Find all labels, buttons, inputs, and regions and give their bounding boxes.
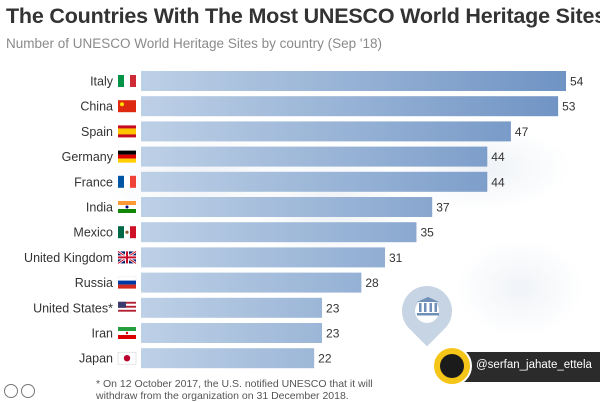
value-label: 23 [326,327,340,341]
bar [141,71,566,91]
category-label: Japan [79,352,113,366]
china-flag-icon [118,100,136,113]
russia-flag-icon [117,276,137,289]
value-label: 22 [318,352,332,366]
bar [141,222,417,243]
value-label: 44 [491,150,505,164]
chart-title: The Countries With The Most UNESCO World… [6,4,600,28]
category-label: Spain [81,125,113,139]
bar [141,323,323,343]
cc-by-icon [21,384,35,398]
category-label: France [74,175,113,189]
germany-flag-icon [118,150,136,163]
value-label: 53 [562,100,576,114]
india-flag-icon [118,201,136,213]
social-handle-text: @serfan_jahate_ettela [476,359,592,371]
bar [141,297,323,318]
footnote: * On 12 October 2017, the U.S. notified … [96,378,373,402]
category-label: Russia [75,276,113,290]
chart-subtitle: Number of UNESCO World Heritage Sites by… [6,36,382,51]
cc-icon [4,384,18,398]
category-label: Iran [91,327,113,341]
bar [141,348,315,369]
category-label: Mexico [73,226,113,240]
bar [141,121,511,142]
value-label: 47 [515,125,529,139]
value-label: 37 [436,201,450,215]
usa-flag-icon [118,301,136,314]
spain-flag-icon [118,125,136,138]
iran-flag-icon [118,327,136,339]
bar [141,247,385,268]
uk-flag-icon [117,250,137,265]
value-label: 28 [365,276,379,290]
bar [141,197,433,217]
unesco-temple-icon [417,297,439,316]
italy-flag-icon [118,75,136,87]
bar [141,96,559,117]
category-label: Germany [62,150,114,164]
japan-flag-icon [117,351,137,365]
category-label: United States* [33,301,113,315]
mexico-flag-icon [118,226,136,239]
france-flag-icon [118,175,136,188]
value-label: 54 [570,75,584,89]
category-label: United Kingdom [24,251,113,265]
category-label: Italy [90,75,114,89]
bar [141,171,488,192]
bar [141,272,362,293]
bar [141,146,488,167]
value-label: 31 [389,251,403,265]
category-label: India [86,201,113,215]
channel-logo-icon [432,346,472,386]
value-label: 23 [326,301,340,315]
category-label: China [80,100,113,114]
value-label: 44 [491,175,505,189]
value-label: 35 [420,226,434,240]
